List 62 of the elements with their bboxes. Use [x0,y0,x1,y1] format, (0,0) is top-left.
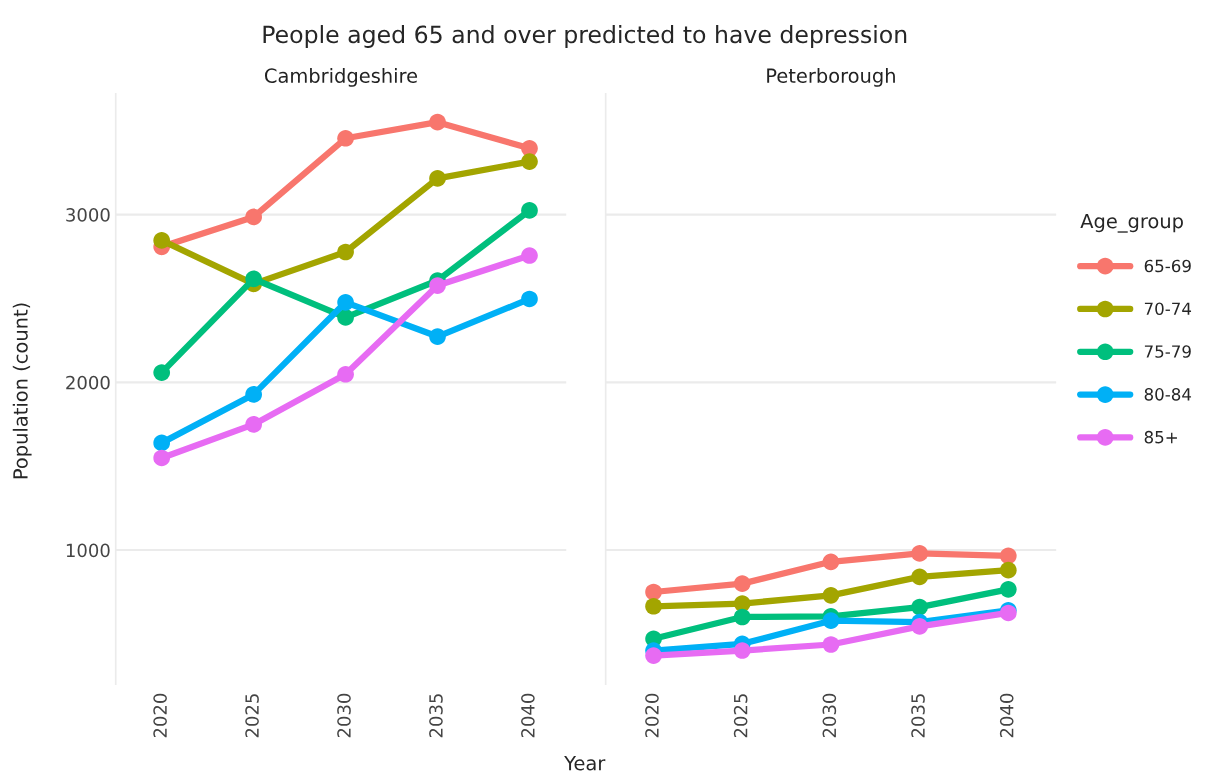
point [733,642,751,659]
x-tick-label: 2035 [911,694,925,738]
point [911,618,928,635]
x-tick-label: 2040 [521,693,535,738]
point [429,328,446,345]
point [999,547,1017,565]
point [645,597,662,615]
x-axis-title: Year [564,755,606,771]
point [153,232,171,249]
point [429,170,446,187]
y-tick-label: 1000 [66,543,110,558]
y-axis-title: Population (count) [12,303,32,479]
point [337,129,354,147]
point [911,568,928,586]
point [521,247,538,264]
point [245,208,262,226]
point [153,434,171,452]
point [822,636,840,653]
y-tick-label: 3000 [66,208,110,222]
chart-title: People aged 65 and over predicted to have depression [263,25,907,48]
point [337,309,354,326]
point [521,153,538,170]
point [521,290,538,308]
x-tick-label: 2020 [645,693,659,738]
point [153,364,171,381]
chart-subtitle: Peterborough [767,67,895,87]
legend-label: 65-69 [1144,259,1191,273]
point [521,202,538,219]
x-tick-label: 2040 [999,693,1014,738]
legend-label: 85+ [1144,430,1177,444]
x-tick-label: 2030 [337,693,351,738]
y-tick-label: 2000 [66,375,110,390]
point [337,365,354,383]
point [429,113,446,131]
legend-label: 80-84 [1144,388,1192,401]
point [337,243,354,261]
point [822,587,840,604]
point [645,583,662,601]
x-tick-label: 2020 [153,693,167,738]
x-tick-label: 2030 [822,693,837,738]
point [337,294,354,311]
x-tick-label: 2025 [733,694,748,738]
point [999,580,1017,598]
legend-title: Age_group [1080,213,1183,233]
chart-subtitle: Cambridgeshire [264,67,418,87]
point [911,545,928,562]
legend-label: 70-74 [1144,302,1192,316]
point [822,553,840,571]
point [245,270,262,288]
point [822,612,840,630]
point [733,575,751,592]
x-tick-label: 2025 [245,694,259,738]
point [153,449,171,467]
point [733,608,751,626]
point [911,598,928,616]
point [245,416,262,433]
point [429,277,446,294]
point [645,647,662,664]
point [245,386,262,403]
x-tick-label: 2035 [429,694,443,738]
legend-label: 75-79 [1144,345,1191,358]
point [999,561,1017,579]
